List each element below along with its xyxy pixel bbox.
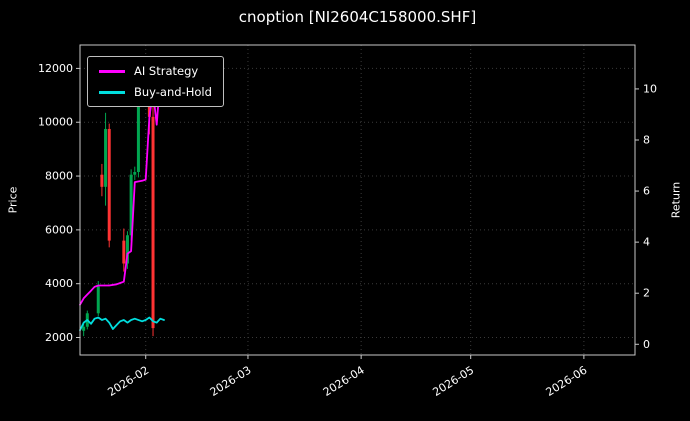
candle-body	[82, 326, 86, 331]
ai-strategy-line-swatch	[99, 69, 125, 73]
y-right-tick-label: 6	[643, 185, 650, 198]
legend-item-buy-and-hold: Buy-and-Hold	[99, 85, 212, 99]
candle-body	[136, 83, 140, 173]
axes-spine	[79, 44, 636, 356]
y-right-tick-label: 4	[643, 236, 650, 249]
legend-label-ai-strategy: AI Strategy	[134, 64, 199, 78]
candle-body	[107, 128, 111, 241]
x-tick-label: 2026-02	[105, 364, 151, 399]
candle-body	[129, 174, 133, 236]
legend-item-ai-strategy: AI Strategy	[99, 64, 212, 78]
y-axis-label-return: Return	[669, 181, 683, 219]
x-tick-label: 2026-03	[208, 364, 254, 399]
y-left-tick-label: 12000	[38, 62, 73, 75]
ai-strategy-line	[79, 76, 165, 306]
y-right-tick-label: 8	[643, 133, 650, 146]
candle-body	[151, 116, 155, 329]
y-right-tick-label: 2	[643, 287, 650, 300]
x-tick-label: 2026-05	[430, 364, 476, 399]
candle-body	[96, 286, 100, 314]
chart-title: cnoption [NI2604C158000.SHF]	[238, 8, 477, 26]
y-left-tick-label: 10000	[38, 116, 73, 129]
y-left-tick-label: 2000	[45, 331, 73, 344]
y-right-tick-label: 10	[643, 82, 657, 95]
x-tick-label: 2026-04	[321, 364, 367, 399]
legend-label-buy-and-hold: Buy-and-Hold	[134, 85, 212, 99]
y-right-tick-label: 0	[643, 338, 650, 351]
legend: AI Strategy Buy-and-Hold	[87, 56, 224, 107]
candle-body	[125, 235, 129, 264]
buy-and-hold-line-swatch	[99, 90, 125, 94]
buy-and-hold-line	[79, 316, 165, 332]
candle-body	[122, 240, 126, 264]
candle-body	[133, 172, 137, 175]
y-left-tick-label: 4000	[45, 277, 73, 290]
candle-body	[100, 174, 104, 187]
candle-body	[104, 128, 108, 187]
y-left-tick-label: 8000	[45, 170, 73, 183]
y-axis-label-price: Price	[6, 186, 20, 214]
y-left-tick-label: 6000	[45, 223, 73, 236]
x-tick-label: 2026-06	[544, 364, 590, 399]
